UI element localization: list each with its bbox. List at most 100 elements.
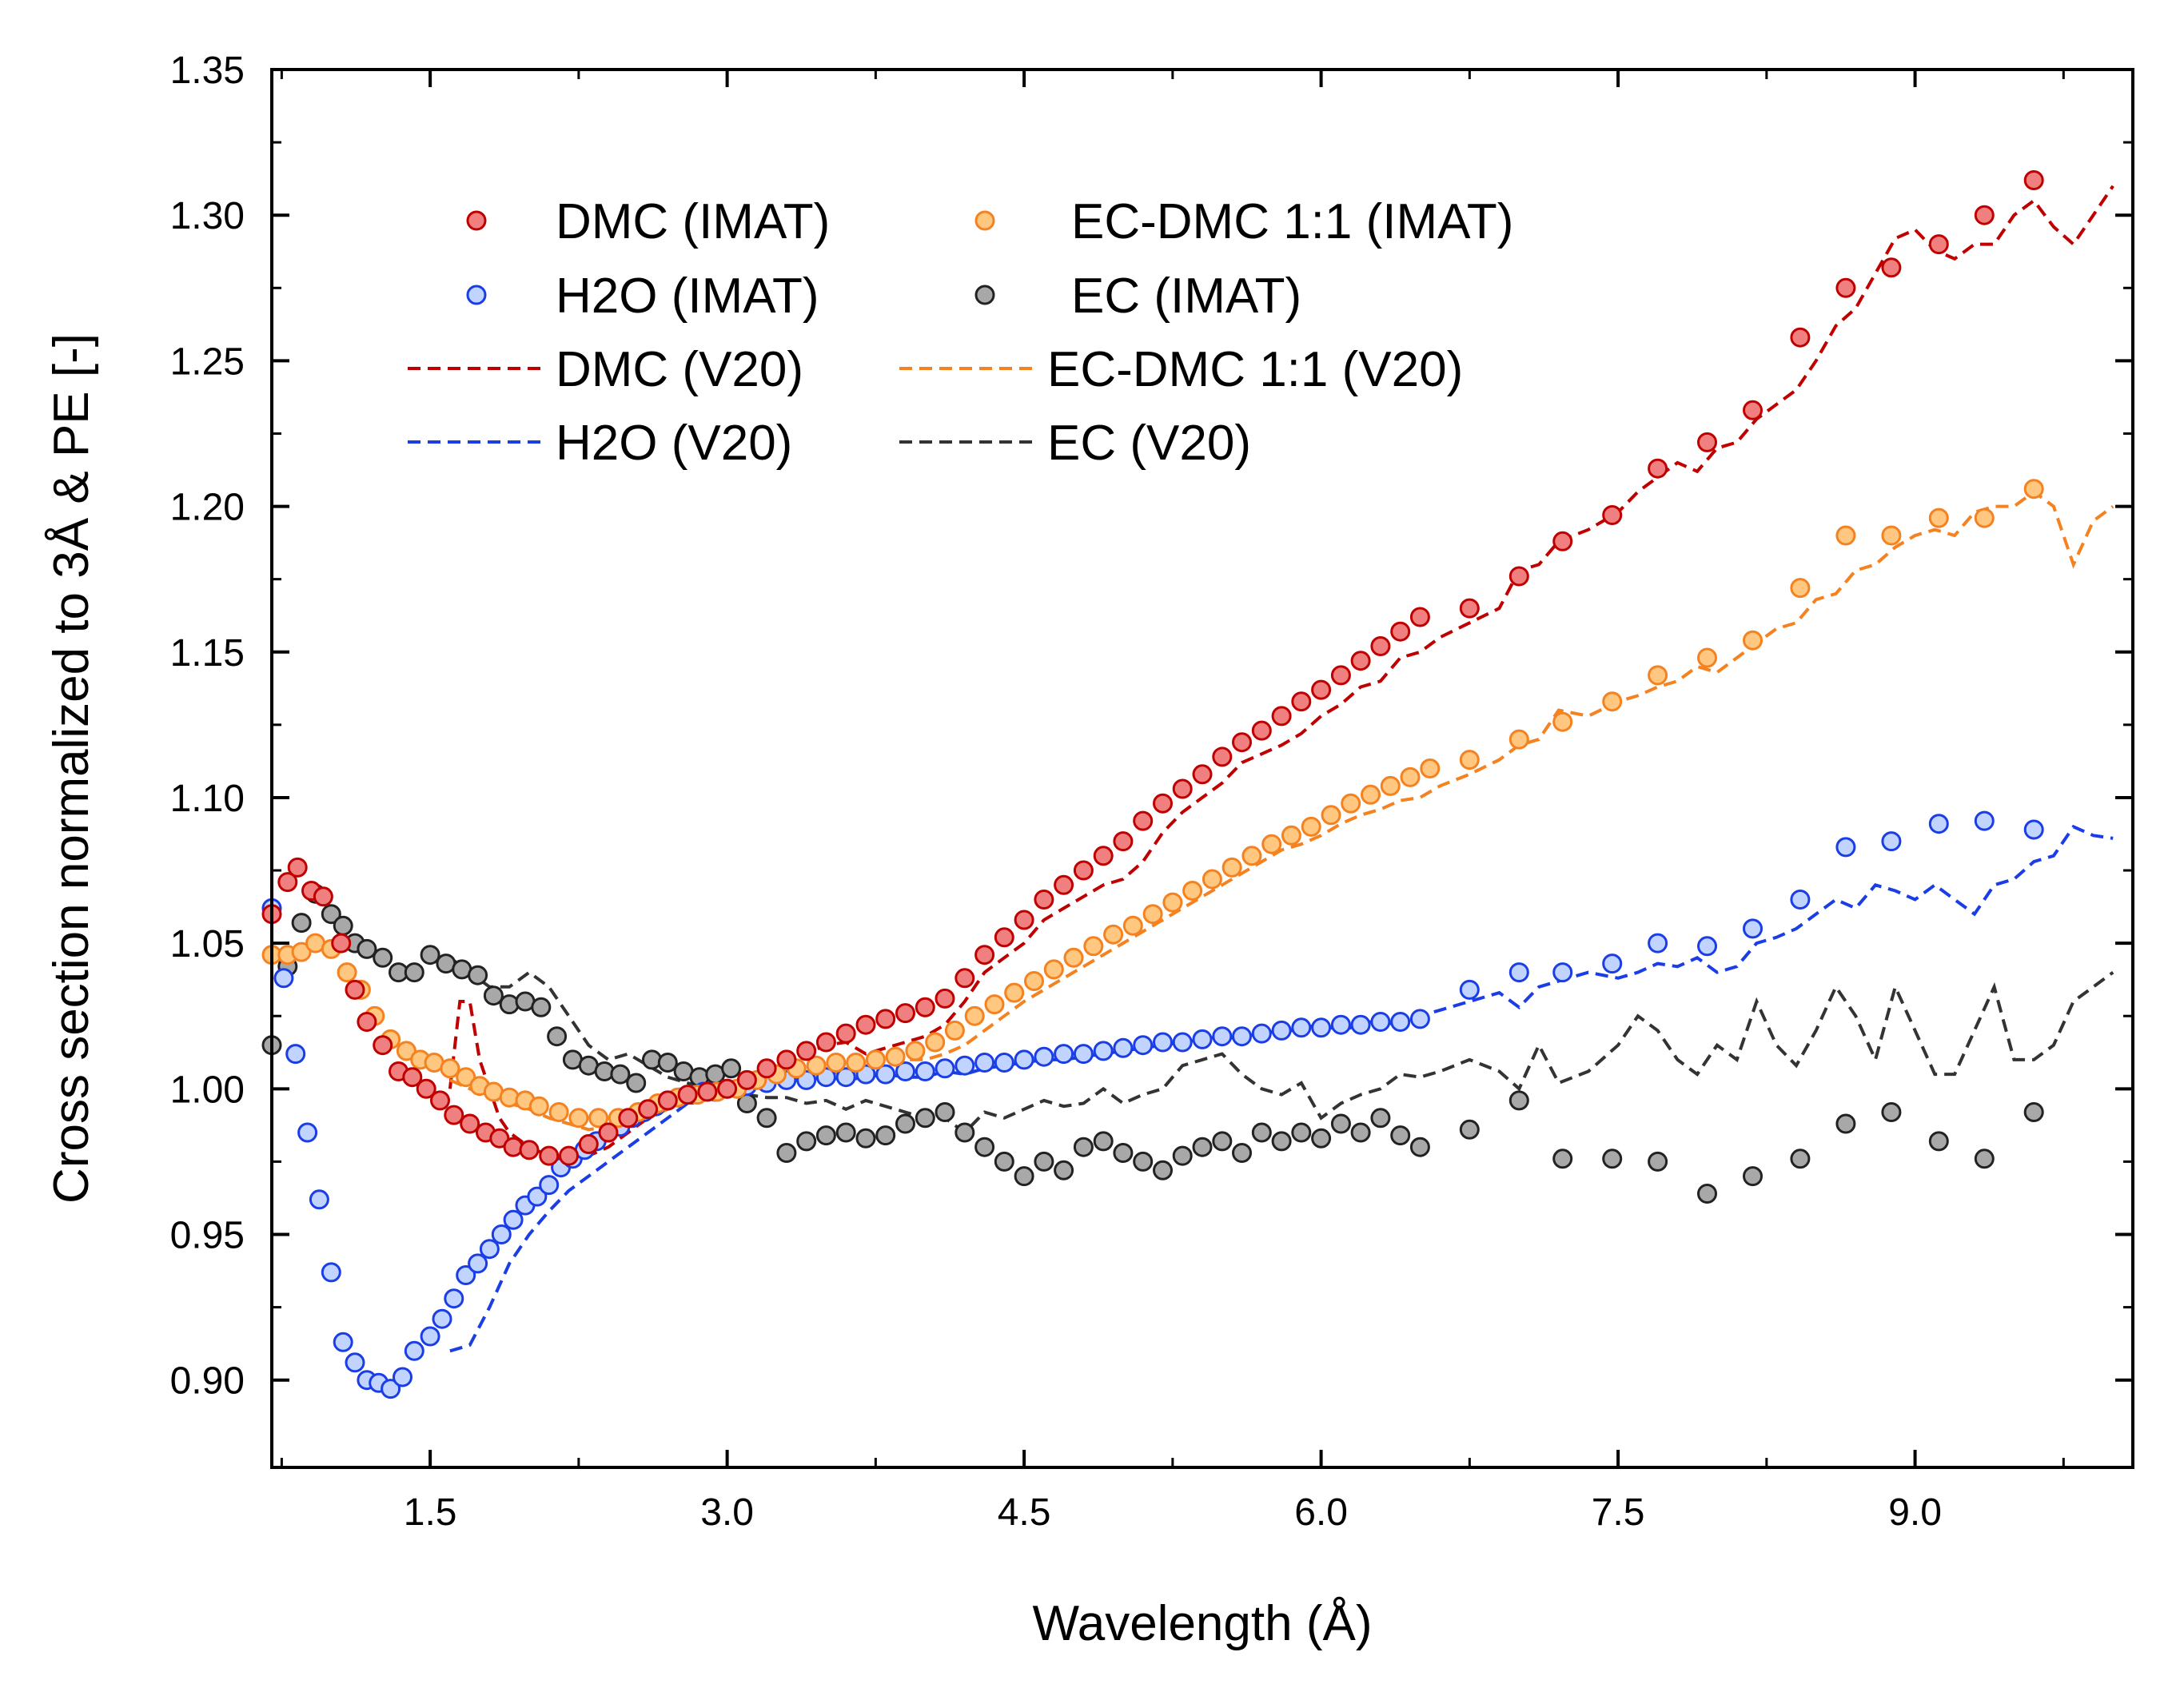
- data-point: [974, 1137, 995, 1157]
- data-point: [1054, 1160, 1074, 1180]
- data-point: [333, 915, 353, 936]
- data-point: [1459, 598, 1480, 619]
- data-point: [1153, 1032, 1173, 1053]
- data-point: [1083, 936, 1104, 957]
- legend-label-h2o-imat: H2O (IMAT): [556, 269, 819, 324]
- data-point: [1073, 1044, 1094, 1065]
- data-point: [1202, 869, 1222, 890]
- data-point: [1602, 691, 1623, 712]
- data-point: [776, 1143, 797, 1163]
- data-point: [1291, 691, 1312, 712]
- data-point: [835, 1023, 856, 1044]
- data-point: [1133, 1035, 1154, 1056]
- data-point: [468, 965, 488, 985]
- data-point: [420, 1326, 440, 1347]
- data-point: [905, 1041, 926, 1061]
- data-point: [1251, 1122, 1272, 1143]
- legend-marker-ec-imat: [974, 285, 995, 305]
- data-point: [1881, 1102, 1902, 1122]
- legend-item-ec-dmc-v20: EC-DMC 1:1 (V20): [899, 342, 1463, 397]
- data-point: [1648, 933, 1668, 953]
- data-point: [974, 945, 995, 965]
- data-point: [1350, 1122, 1371, 1143]
- data-point: [1301, 816, 1321, 837]
- legend-label-ec-imat: EC (IMAT): [1071, 269, 1301, 324]
- data-point: [955, 968, 975, 989]
- data-point: [1881, 525, 1902, 546]
- data-point: [915, 997, 935, 1017]
- y-tick-label: 1.25: [170, 340, 245, 383]
- data-point: [1113, 1143, 1134, 1163]
- data-point: [1271, 1020, 1292, 1041]
- data-point: [291, 942, 312, 962]
- data-point: [277, 872, 298, 893]
- data-point: [1552, 962, 1573, 983]
- legend-marker-ec-dmc-imat: [974, 210, 995, 231]
- legend-label-ec-dmc-v20: EC-DMC 1:1 (V20): [1047, 342, 1463, 397]
- data-point: [285, 1044, 306, 1065]
- data-point: [1743, 1166, 1763, 1187]
- data-point: [1142, 904, 1163, 925]
- legend-label-ec-v20: EC (V20): [1047, 416, 1251, 471]
- series-markers-ec-dmc-1-1-imat: [261, 479, 2044, 1129]
- data-point: [1648, 458, 1668, 479]
- legend: DMC (IMAT) EC-DMC 1:1 (IMAT) H2O (IMAT) …: [408, 194, 1513, 471]
- legend-item-h2o-v20: H2O (V20): [408, 416, 792, 471]
- data-point: [974, 1053, 995, 1073]
- data-point: [1232, 1026, 1252, 1047]
- data-point: [503, 1137, 524, 1157]
- data-point: [1350, 1014, 1371, 1035]
- data-point: [1212, 1026, 1233, 1047]
- data-point: [313, 886, 333, 907]
- data-point: [578, 1134, 599, 1154]
- data-point: [337, 962, 357, 983]
- legend-item-dmc-imat: DMC (IMAT): [466, 194, 830, 249]
- data-point: [1311, 1128, 1332, 1149]
- series-line-ec-v20: [448, 956, 2114, 1135]
- data-point: [1014, 1166, 1034, 1187]
- data-point: [1400, 766, 1421, 787]
- data-point: [1192, 1137, 1213, 1157]
- data-point: [721, 1058, 742, 1079]
- data-point: [657, 1090, 678, 1111]
- data-point: [885, 1046, 906, 1067]
- data-point: [1697, 647, 1717, 668]
- data-point: [291, 913, 312, 934]
- data-point: [964, 1005, 985, 1026]
- data-point: [1697, 1184, 1717, 1204]
- data-point: [1251, 1023, 1272, 1044]
- data-point: [1113, 1037, 1134, 1058]
- y-tick-label: 0.90: [170, 1360, 245, 1403]
- data-point: [855, 1014, 876, 1035]
- legend-marker-h2o-imat: [466, 285, 487, 305]
- data-point: [944, 1020, 965, 1041]
- data-point: [925, 1032, 946, 1053]
- data-point: [1153, 793, 1173, 814]
- data-point: [1790, 1149, 1811, 1169]
- data-point: [1241, 846, 1262, 866]
- data-point: [321, 1262, 341, 1283]
- data-point: [548, 1102, 569, 1122]
- data-point: [1004, 982, 1025, 1003]
- data-point: [1330, 1014, 1351, 1035]
- data-point: [345, 979, 365, 1000]
- data-point: [1697, 936, 1717, 957]
- data-point: [618, 1108, 639, 1129]
- data-point: [1192, 764, 1213, 785]
- data-point: [1974, 205, 1995, 225]
- data-point: [357, 938, 377, 959]
- data-point: [598, 1122, 619, 1143]
- data-point: [1974, 810, 1995, 831]
- data-point: [396, 1041, 416, 1061]
- y-tick-label: 1.05: [170, 923, 245, 965]
- data-point: [806, 1055, 827, 1076]
- data-point: [456, 1265, 476, 1285]
- data-point: [642, 1049, 662, 1070]
- data-point: [1790, 578, 1811, 599]
- data-point: [835, 1122, 856, 1143]
- data-point: [610, 1064, 631, 1085]
- data-point: [1974, 1149, 1995, 1169]
- y-tick-label: 1.20: [170, 487, 245, 529]
- data-point: [756, 1108, 777, 1129]
